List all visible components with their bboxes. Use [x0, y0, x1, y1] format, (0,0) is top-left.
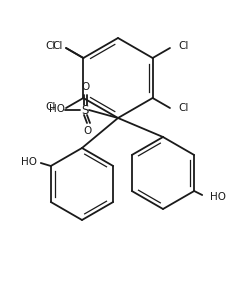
Text: Cl: Cl — [46, 41, 56, 51]
Text: O: O — [81, 82, 89, 92]
Text: HO: HO — [210, 192, 226, 202]
Text: S: S — [81, 103, 89, 117]
Text: HO: HO — [49, 104, 65, 114]
Text: Cl: Cl — [46, 102, 56, 112]
Text: Cl: Cl — [178, 103, 188, 113]
Text: Cl: Cl — [178, 41, 188, 51]
Text: O: O — [84, 126, 92, 136]
Text: Cl: Cl — [53, 41, 63, 51]
Text: HO: HO — [21, 157, 37, 167]
